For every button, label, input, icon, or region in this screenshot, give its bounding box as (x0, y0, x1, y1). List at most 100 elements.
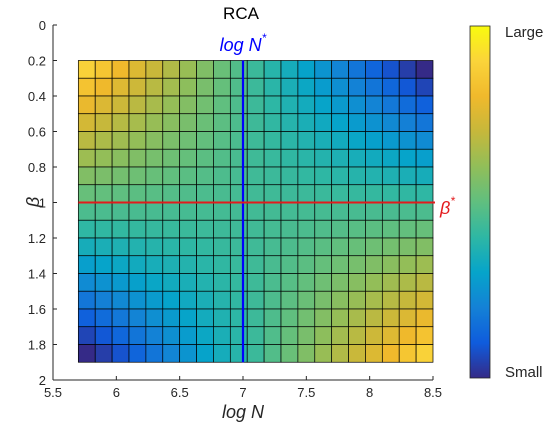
heatmap-cell (297, 219, 316, 239)
heatmap-cell (297, 326, 316, 345)
heatmap-cell (94, 290, 113, 310)
heatmap-cell (246, 202, 265, 221)
heatmap-cell (196, 202, 214, 221)
heatmap-cell (348, 166, 366, 186)
heatmap-cell (246, 77, 265, 97)
x-tick-label: 7.5 (297, 385, 315, 400)
heatmap-cell (280, 308, 299, 328)
heatmap-cell (246, 326, 265, 345)
heatmap-cell (297, 237, 316, 257)
heatmap-cell (213, 131, 231, 150)
heatmap-cell (398, 202, 417, 221)
heatmap-cell (196, 255, 214, 274)
heatmap-cell (179, 344, 197, 363)
heatmap-cell (196, 184, 214, 203)
heatmap-cell (314, 202, 333, 221)
heatmap-cell (162, 237, 181, 257)
heatmap-cell (213, 95, 231, 115)
heatmap-cell (77, 184, 96, 203)
heatmap-cell (365, 344, 383, 363)
heatmap-cell (145, 308, 164, 328)
heatmap-cell (246, 131, 265, 150)
heatmap-cell (348, 237, 366, 257)
heatmap-cell (415, 219, 434, 239)
heatmap-cell (111, 290, 130, 310)
heatmap-cell (145, 273, 164, 292)
heatmap-cell (263, 60, 282, 79)
heatmap-cell (246, 166, 265, 186)
heatmap-cell (162, 255, 181, 274)
heatmap-cell (280, 166, 299, 186)
heatmap-cell (94, 113, 113, 132)
heatmap-cell (111, 344, 130, 363)
heatmap-cell (229, 273, 248, 292)
heatmap-cell (94, 255, 113, 274)
heatmap-cell (128, 60, 147, 79)
heatmap-cell (314, 148, 333, 168)
heatmap-cell (297, 95, 316, 115)
heatmap-cell (111, 148, 130, 168)
logn-star-main: log N (220, 35, 263, 55)
heatmap-cell (365, 113, 383, 132)
heatmap-cell (280, 184, 299, 203)
heatmap-cell (229, 148, 248, 168)
beta-star-label: β* (439, 194, 455, 218)
heatmap-cell (297, 60, 316, 79)
heatmap-cell (229, 344, 248, 363)
heatmap-cell (179, 273, 197, 292)
heatmap-cell (111, 95, 130, 115)
heatmap-cell (314, 326, 333, 345)
y-tick-label: 0.4 (28, 89, 46, 104)
heatmap-cell (314, 60, 333, 79)
heatmap-cell (415, 60, 434, 79)
heatmap-cell (246, 255, 265, 274)
y-tick-label: 0.6 (28, 125, 46, 140)
heatmap-cell (145, 148, 164, 168)
x-axis-title: log N (222, 402, 265, 422)
heatmap-cell (77, 60, 96, 79)
heatmap-cell (348, 148, 366, 168)
heatmap-cell (381, 184, 400, 203)
logn-star-label: log N* (220, 31, 267, 55)
heatmap-cell (398, 326, 417, 345)
heatmap-cell (196, 290, 214, 310)
heatmap-cell (297, 202, 316, 221)
heatmap-cell (331, 95, 349, 115)
heatmap-cell (196, 273, 214, 292)
y-tick-label: 1.4 (28, 267, 46, 282)
heatmap-cell (94, 344, 113, 363)
beta-star-sup: * (450, 194, 455, 208)
heatmap-cell (314, 95, 333, 115)
heatmap-cell (348, 255, 366, 274)
heatmap-cell (196, 131, 214, 150)
heatmap-cell (94, 95, 113, 115)
heatmap-cell (94, 219, 113, 239)
heatmap-cell (331, 290, 349, 310)
heatmap-cell (179, 184, 197, 203)
heatmap-cell (128, 326, 147, 345)
heatmap-cell (314, 131, 333, 150)
heatmap-cell (94, 131, 113, 150)
heatmap-cell (365, 308, 383, 328)
heatmap-cell (381, 95, 400, 115)
heatmap-cell (263, 308, 282, 328)
heatmap-cell (365, 131, 383, 150)
heatmap-cell (314, 237, 333, 257)
heatmap-cell (196, 308, 214, 328)
heatmap-cell (381, 290, 400, 310)
heatmap-cell (179, 131, 197, 150)
heatmap-cell (77, 113, 96, 132)
heatmap-cell (213, 344, 231, 363)
heatmap-cell (94, 77, 113, 97)
heatmap-cell (196, 95, 214, 115)
heatmap-cell (128, 77, 147, 97)
heatmap-cell (128, 344, 147, 363)
heatmap-cell (381, 113, 400, 132)
heatmap-cell (213, 60, 231, 79)
heatmap-cell (128, 237, 147, 257)
heatmap-cell (111, 131, 130, 150)
heatmap-cell (196, 166, 214, 186)
heatmap-cell (331, 273, 349, 292)
heatmap-cell (280, 326, 299, 345)
